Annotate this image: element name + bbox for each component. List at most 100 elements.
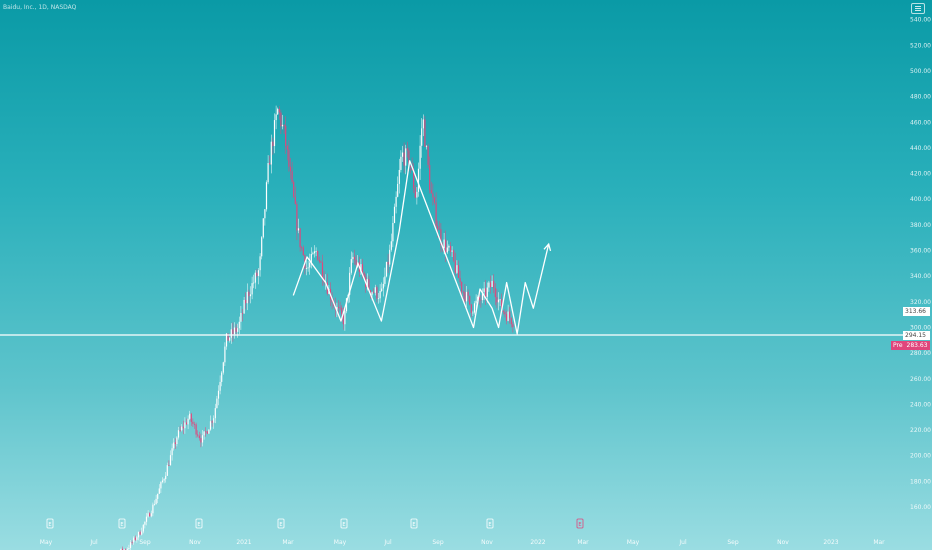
y-tick-label: 540.00 <box>910 17 931 24</box>
candle <box>475 294 477 310</box>
candle <box>165 471 167 483</box>
earnings-marker[interactable]: E <box>486 518 494 529</box>
candle <box>134 535 136 542</box>
candle <box>445 230 447 263</box>
candle <box>299 228 301 252</box>
candle <box>505 310 508 325</box>
svg-text:E: E <box>279 522 282 528</box>
candle <box>509 306 511 324</box>
candle <box>390 233 392 252</box>
candle <box>317 250 319 261</box>
candle <box>409 165 412 174</box>
candle <box>249 286 252 304</box>
time-axis[interactable]: May Jul Sep Nov 2021 Mar May Jul Sep Nov 2022 Mar Ma… <box>40 539 885 546</box>
candle <box>406 141 408 158</box>
earnings-marker[interactable]: E <box>340 518 348 529</box>
candle <box>129 540 132 550</box>
candle <box>184 417 186 434</box>
candle <box>168 460 170 467</box>
candle <box>206 430 208 435</box>
x-tick-label: Jul <box>383 539 392 546</box>
candle <box>120 548 122 550</box>
candle <box>288 140 290 172</box>
earnings-marker[interactable]: E <box>46 518 54 529</box>
candle <box>158 484 160 494</box>
y-tick-label: 160.00 <box>910 504 931 511</box>
settings-icon[interactable] <box>911 3 925 14</box>
candle <box>430 181 432 194</box>
candle <box>297 218 300 234</box>
candle <box>421 118 423 158</box>
candle <box>427 143 429 169</box>
earnings-marker[interactable]: E <box>195 518 203 529</box>
svg-text:E: E <box>412 522 415 528</box>
candle <box>269 155 271 165</box>
candle <box>339 301 341 311</box>
earnings-marker[interactable]: E <box>277 518 285 529</box>
candle <box>470 303 472 318</box>
candle <box>320 260 322 263</box>
candle <box>301 245 303 251</box>
candle <box>398 158 400 194</box>
candle <box>384 267 386 287</box>
price-axis[interactable]: 540.00 520.00 500.00 480.00 460.00 440.00 420.… <box>910 17 931 511</box>
earnings-marker[interactable]: E <box>410 518 418 529</box>
candle <box>246 283 248 311</box>
premarket-label: Pre <box>893 342 903 349</box>
candle <box>465 286 468 308</box>
candle <box>209 415 212 431</box>
candle <box>283 124 285 135</box>
candle <box>376 285 378 303</box>
drawing-layer[interactable] <box>292 160 552 335</box>
candle <box>385 261 388 278</box>
candle <box>230 323 232 344</box>
candle <box>331 292 333 310</box>
candle <box>237 323 239 338</box>
candle <box>216 395 218 409</box>
candle <box>469 295 471 306</box>
y-tick-label: 300.00 <box>910 324 931 331</box>
candle <box>382 277 384 297</box>
y-tick-label: 200.00 <box>910 453 931 460</box>
zigzag-drawing[interactable] <box>292 160 550 335</box>
candle <box>429 156 431 194</box>
candle <box>121 546 124 550</box>
candle <box>211 419 213 427</box>
candle <box>166 462 168 477</box>
candle <box>483 281 485 301</box>
candle <box>280 109 282 135</box>
candle <box>400 150 402 173</box>
svg-text:E: E <box>488 522 491 528</box>
candle <box>251 276 253 300</box>
candle <box>422 114 424 137</box>
y-tick-label: 240.00 <box>910 401 931 408</box>
x-tick-label: Mar <box>577 539 589 546</box>
earnings-marker[interactable]: E <box>118 518 126 529</box>
symbol-title[interactable]: Baidu, Inc., 1D, NASDAQ <box>3 4 77 11</box>
candle <box>174 438 176 450</box>
x-tick-label: May <box>40 539 53 546</box>
y-tick-label: 440.00 <box>910 145 931 152</box>
candle <box>494 283 496 306</box>
y-tick-label: 380.00 <box>910 222 931 229</box>
candle <box>355 255 357 268</box>
candle <box>155 494 157 505</box>
candle <box>318 256 320 264</box>
candle <box>275 105 277 130</box>
earnings-marker[interactable]: E <box>576 518 584 529</box>
candle <box>313 245 316 258</box>
candle <box>267 155 269 185</box>
candle <box>512 321 514 333</box>
candle <box>379 284 381 303</box>
candle <box>453 249 455 263</box>
y-tick-label: 220.00 <box>910 427 931 434</box>
candle <box>213 415 215 429</box>
candle <box>163 478 165 484</box>
candle <box>240 305 242 330</box>
candle <box>440 223 442 253</box>
candle <box>195 422 197 438</box>
candle <box>472 310 474 316</box>
candle <box>493 274 495 294</box>
